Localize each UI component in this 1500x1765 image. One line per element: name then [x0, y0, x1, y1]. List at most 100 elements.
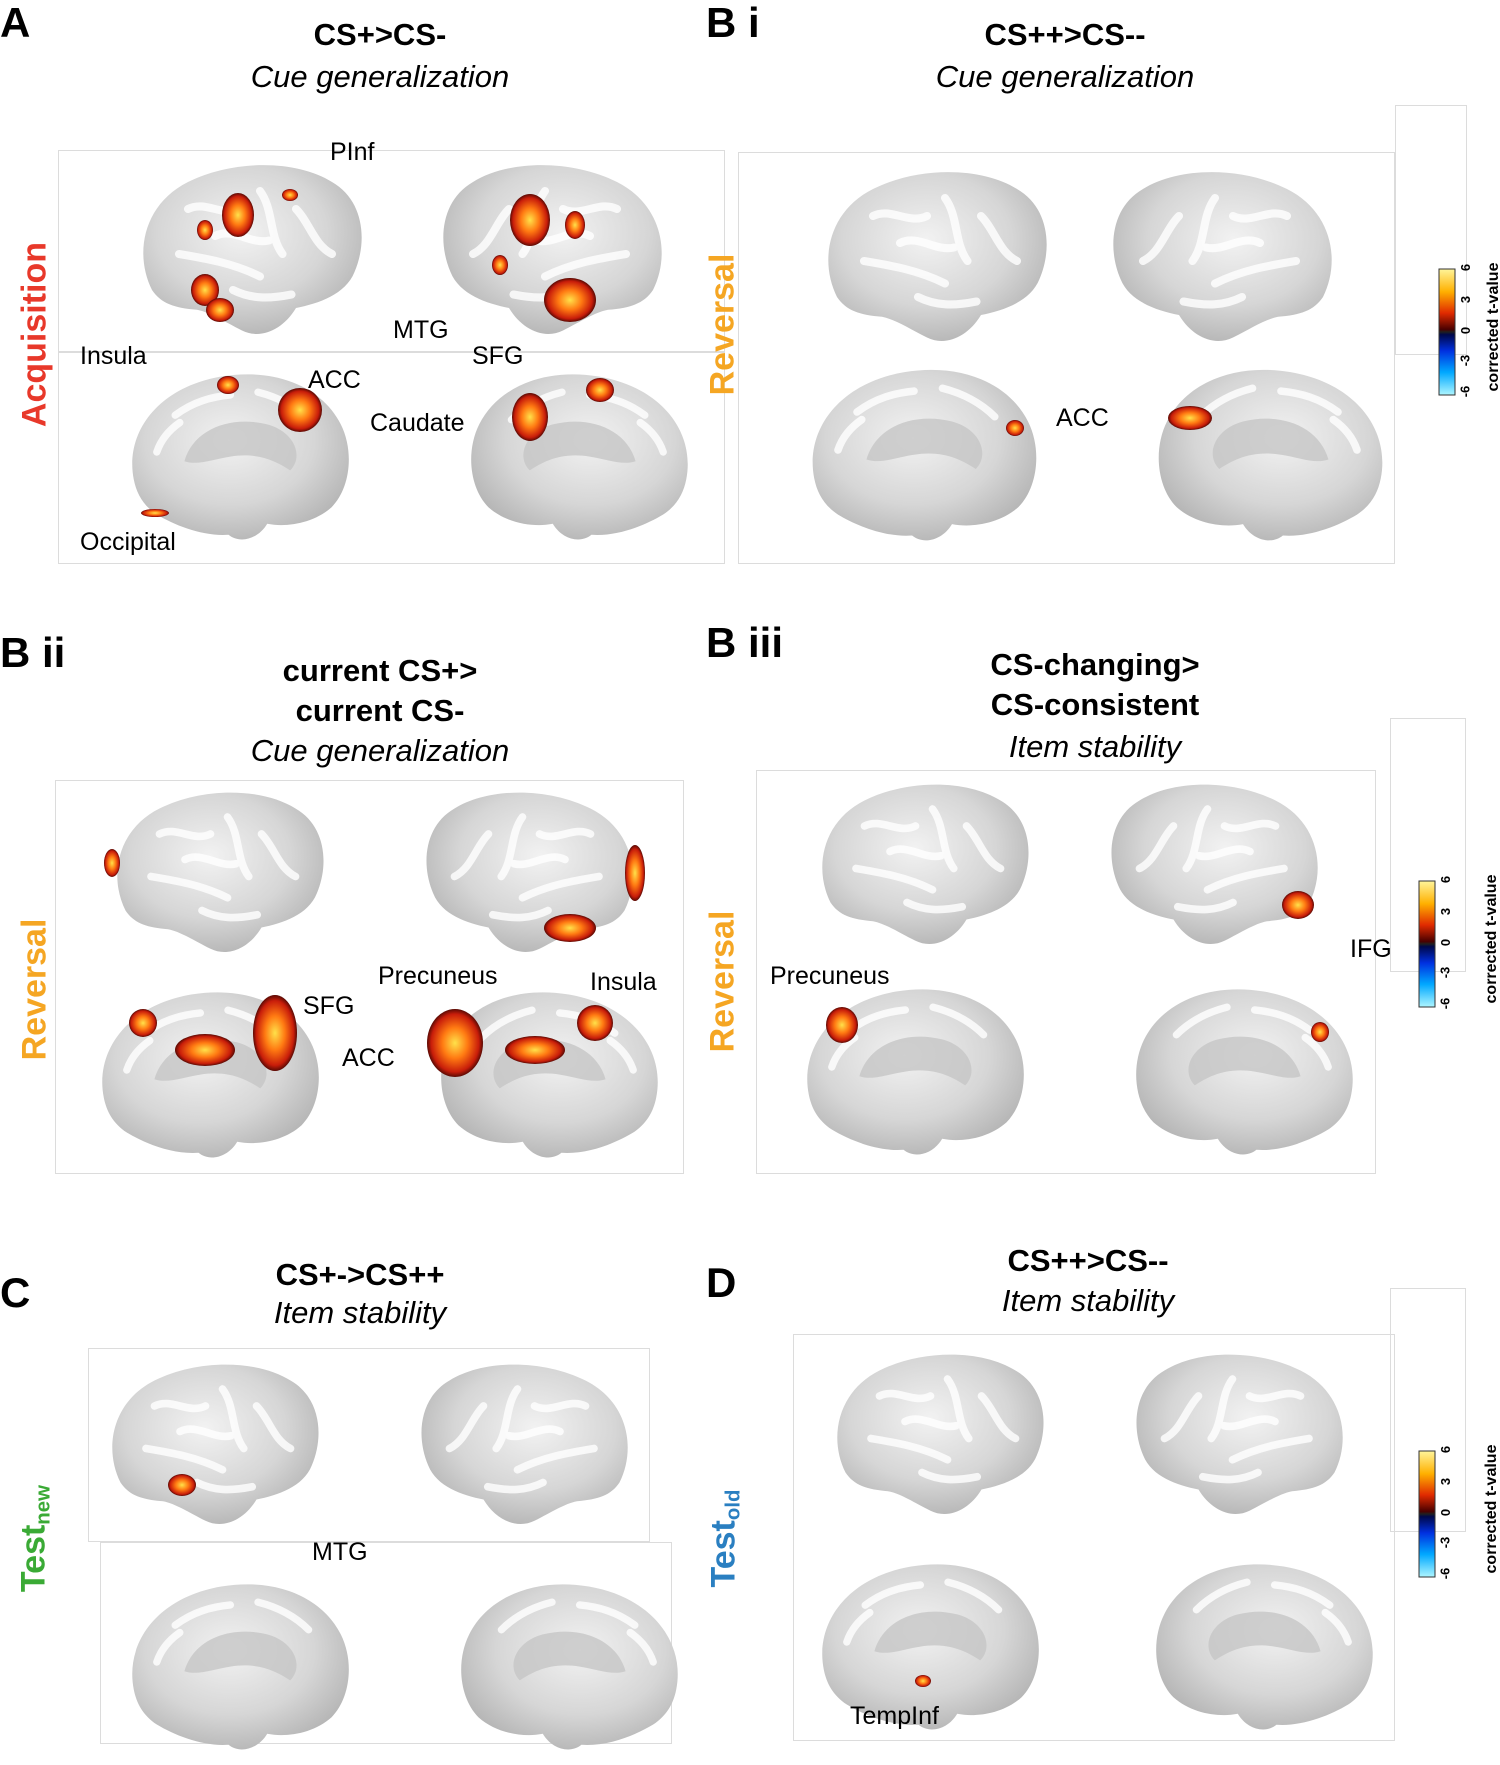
panel-a-region-label: MTG	[393, 316, 449, 344]
panel-a-activation-blob	[222, 193, 254, 237]
panel-a-brain-left-lateral	[143, 165, 361, 334]
panel-c-frame-bottom	[100, 1542, 672, 1744]
panel-d-brain-right-lateral	[1136, 1355, 1342, 1514]
panel-d-brain-left-lateral	[837, 1355, 1043, 1514]
panel-a-region-label: Occipital	[80, 528, 176, 556]
colorbar-tick: 3	[1438, 907, 1454, 916]
panel-biii-activation-blob	[1282, 891, 1314, 919]
panel-letter-bi: B i	[706, 0, 760, 46]
panel-biii-brains	[790, 770, 1410, 1170]
colorbar-tick: -3	[1457, 354, 1473, 367]
panel-a-region-label: Caudate	[370, 409, 465, 437]
panel-a-brains	[110, 145, 810, 565]
panel-a-frame-bottom	[58, 352, 725, 564]
panel-biii-title-line2: CS-consistent	[990, 687, 1200, 722]
panel-biii-activation-blob	[1311, 1022, 1329, 1042]
panel-bi-region-label: ACC	[1056, 404, 1109, 432]
panel-c-brain-right-medial	[461, 1584, 678, 1749]
colorbar-tick: 3	[1438, 1477, 1454, 1486]
colorbar	[1418, 1450, 1436, 1578]
panel-biii-title-line1: CS-changing>	[990, 647, 1200, 682]
panel-a-activation-blob	[278, 388, 322, 432]
panel-c-phase-sub: new	[32, 1485, 55, 1525]
panel-bi-brains	[800, 150, 1500, 570]
panel-d-activation-blob	[915, 1675, 931, 1687]
panel-bii-activation-blob	[625, 845, 645, 901]
panel-d-phase-main: Test	[704, 1520, 743, 1588]
panel-bii-region-label: ACC	[342, 1044, 395, 1072]
panel-d-brain-right-medial	[1156, 1564, 1373, 1729]
colorbar-tick: -3	[1437, 966, 1453, 979]
colorbar-tick: -3	[1437, 1536, 1453, 1549]
panel-c-frame-top	[88, 1348, 650, 1542]
panel-biii-subtitle: Item stability	[1008, 729, 1182, 764]
colorbar-tick: 3	[1458, 295, 1474, 304]
panel-bii-title-line1: current CS+>	[282, 653, 478, 688]
panel-a-activation-blob	[565, 211, 585, 239]
panel-a-subtitle: Cue generalization	[250, 59, 510, 94]
panel-bii-activation-blob	[427, 1009, 483, 1077]
panel-bii-region-label: Precuneus	[378, 962, 498, 990]
panel-letter-d: D	[706, 1259, 737, 1306]
panel-biii-activation-blob	[826, 1007, 858, 1043]
panel-biii-region-label: Precuneus	[770, 962, 890, 990]
panel-letter-c: C	[0, 1269, 31, 1316]
colorbar	[1418, 880, 1436, 1008]
panel-bi-brain-left-medial	[813, 370, 1037, 541]
panel-c-brain-left-medial	[132, 1584, 349, 1749]
panel-bi-brain-left-lateral	[828, 172, 1046, 341]
panel-d-region-label: TempInf	[850, 1702, 939, 1730]
panel-bi-brain-right-medial	[1159, 370, 1383, 541]
panel-bi-subtitle: Cue generalization	[935, 59, 1195, 94]
colorbar-label: corrected t-value	[1483, 1444, 1500, 1574]
panel-a-region-label: SFG	[472, 342, 524, 370]
panel-bii-brain-right-lateral	[426, 793, 632, 952]
panel-a-region-label: ACC	[308, 366, 361, 394]
colorbar-tick: 6	[1458, 263, 1474, 272]
panel-bii-brain-right-medial	[441, 992, 658, 1157]
colorbar-label: corrected t-value	[1483, 874, 1500, 1004]
panel-a-region-label: Insula	[80, 342, 147, 370]
panel-c-phase-main: Test	[14, 1524, 53, 1593]
panel-d-subtitle: Item stability	[1001, 1283, 1175, 1318]
panel-a-activation-blob	[197, 220, 213, 240]
panel-a-activation-blob	[544, 278, 596, 322]
colorbar-label: corrected t-value	[1485, 262, 1500, 392]
panel-d-title: CS++>CS--	[1007, 1243, 1169, 1278]
panel-a-activation-blob	[282, 189, 298, 201]
panel-bi-title: CS++>CS--	[984, 17, 1146, 52]
panel-d-brains	[805, 1335, 1425, 1755]
panel-bii-activation-blob	[253, 995, 297, 1071]
panel-bi-activation-blob	[1168, 406, 1212, 430]
panel-d-frame	[793, 1334, 1395, 1741]
panel-a-activation-blob	[492, 255, 508, 275]
panel-a-activation-blob	[512, 393, 548, 441]
panel-bi-colorbar-frame	[1395, 105, 1467, 355]
panel-bii-subtitle: Cue generalization	[250, 733, 510, 768]
panel-a-activation-blob	[141, 509, 169, 517]
panel-bii-region-label: SFG	[303, 992, 355, 1020]
panel-a-frame-top	[58, 150, 725, 352]
panel-a-brain-right-medial	[471, 374, 688, 539]
panel-c-title: CS+->CS++	[275, 1257, 445, 1292]
panel-d-phase-label: Testold	[704, 1459, 745, 1619]
panel-d-phase-sub: old	[722, 1489, 745, 1521]
colorbar-tick: 6	[1438, 875, 1454, 884]
panel-a-region-label: PInf	[330, 138, 375, 166]
panel-bii-frame	[55, 780, 684, 1174]
colorbar-tick: 0	[1438, 1508, 1454, 1517]
panel-biii-region-label: IFG	[1350, 935, 1392, 963]
panel-c-phase-label: Testnew	[14, 1459, 55, 1619]
panel-c-brains	[90, 1345, 710, 1765]
colorbar	[1438, 268, 1456, 396]
colorbar-tick: -6	[1437, 997, 1453, 1010]
panel-bii-title-line2: current CS-	[295, 693, 465, 728]
panel-letter-bii: B ii	[0, 629, 66, 676]
colorbar-tick: -6	[1437, 1567, 1453, 1580]
panel-letter-biii: B iii	[706, 619, 784, 666]
panel-a-activation-blob	[206, 298, 234, 322]
panel-a-activation-blob	[586, 378, 614, 402]
colorbar-tick: 0	[1438, 938, 1454, 947]
panel-biii-brain-right-medial	[1136, 989, 1353, 1154]
panel-bii-activation-blob	[577, 1005, 613, 1041]
